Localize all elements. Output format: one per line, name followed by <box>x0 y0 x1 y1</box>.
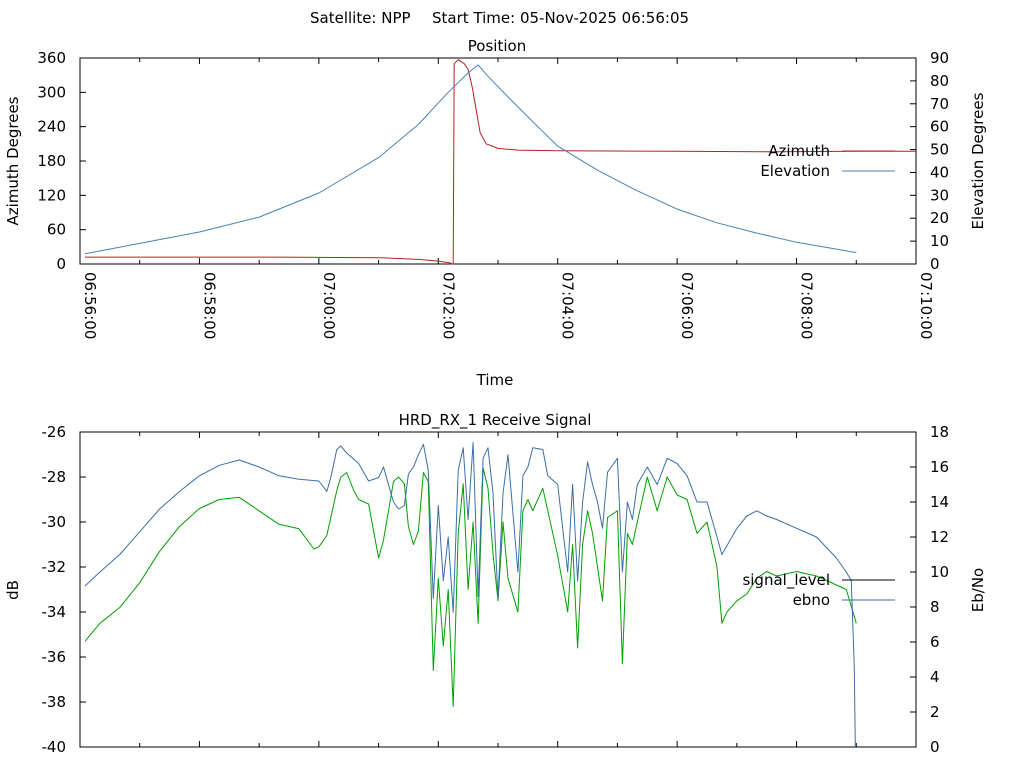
start-time-label: Start Time: 05-Nov-2025 06:56:05 <box>432 9 689 27</box>
y2-tick-label: 0 <box>930 738 940 756</box>
y2-tick-label: 12 <box>930 528 949 546</box>
signal-axis-ticks: -40 -38 -36 -34 -32 -30 -28 -26 0 2 4 6 8 10 12 14 16 18 <box>42 423 950 756</box>
legend-label-elevation: Elevation <box>760 162 830 180</box>
y2-tick-label: 18 <box>930 423 949 441</box>
y2-tick-label: 40 <box>930 163 949 181</box>
y2-tick-label: 50 <box>930 141 949 159</box>
y2-tick-label: 0 <box>930 255 940 273</box>
y-tick-label: 180 <box>37 152 66 170</box>
x-tick-label: 07:02:00 <box>439 272 457 339</box>
y2-tick-label: 80 <box>930 72 949 90</box>
y-tick-label: -32 <box>42 558 67 576</box>
legend-label-signal-level: signal_level <box>742 571 830 590</box>
y-tick-label: 0 <box>56 255 66 273</box>
y-tick-label: -38 <box>42 693 67 711</box>
x-tick-label: 07:00:00 <box>320 272 338 339</box>
y-tick-label: -28 <box>42 468 67 486</box>
y-tick-label: -34 <box>42 603 67 621</box>
y2-tick-label: 10 <box>930 232 949 250</box>
signal-chart-title: HRD_RX_1 Receive Signal <box>399 411 592 430</box>
x-tick-label: 06:56:00 <box>81 272 99 339</box>
db-axis-label: dB <box>4 580 22 600</box>
y2-tick-label: 14 <box>930 493 949 511</box>
ebno-axis-label: Eb/No <box>969 568 987 612</box>
signal-series <box>84 442 857 748</box>
y2-tick-label: 70 <box>930 95 949 113</box>
y2-tick-label: 10 <box>930 563 949 581</box>
series-line-signal-level <box>84 467 857 707</box>
y-tick-label: 60 <box>47 221 66 239</box>
elevation-axis-label: Elevation Degrees <box>969 92 987 229</box>
x-tick-label: 06:58:00 <box>200 272 218 339</box>
time-axis-label: Time <box>476 371 514 389</box>
y2-tick-label: 60 <box>930 118 949 136</box>
y2-tick-label: 4 <box>930 668 940 686</box>
series-line-azimuth <box>85 59 916 265</box>
y2-tick-label: 30 <box>930 186 949 204</box>
y2-tick-label: 2 <box>930 703 940 721</box>
y2-tick-label: 8 <box>930 598 940 616</box>
series-line-elevation <box>84 64 857 255</box>
series-line-ebno <box>84 442 856 748</box>
y-tick-label: -30 <box>42 513 67 531</box>
azimuth-axis-label: Azimuth Degrees <box>4 96 22 225</box>
x-tick-label: 07:04:00 <box>559 272 577 339</box>
x-tick-label: 07:10:00 <box>917 272 935 339</box>
y-tick-label: 300 <box>37 83 66 101</box>
position-legend: Azimuth Elevation <box>760 142 895 180</box>
y2-tick-label: 90 <box>930 49 949 67</box>
position-series <box>84 59 916 265</box>
x-tick-label: 07:08:00 <box>798 272 816 339</box>
y-tick-label: 240 <box>37 118 66 136</box>
y2-tick-label: 16 <box>930 458 949 476</box>
y-tick-label: 360 <box>37 49 66 67</box>
legend-label-azimuth: Azimuth <box>768 142 830 160</box>
satellite-label: Satellite: NPP <box>310 9 411 27</box>
x-tick-label: 07:06:00 <box>678 272 696 339</box>
y-tick-label: -26 <box>42 423 67 441</box>
y-tick-label: -40 <box>42 738 67 756</box>
y-tick-label: -36 <box>42 648 67 666</box>
y2-tick-label: 20 <box>930 209 949 227</box>
y-tick-label: 120 <box>37 186 66 204</box>
legend-label-ebno: ebno <box>793 591 830 609</box>
position-axis-ticks: 0 60 120 180 240 300 360 0 10 20 30 40 50 60 70 80 90 06:… <box>37 49 949 339</box>
position-chart-title: Position <box>468 37 526 55</box>
y2-tick-label: 6 <box>930 633 940 651</box>
